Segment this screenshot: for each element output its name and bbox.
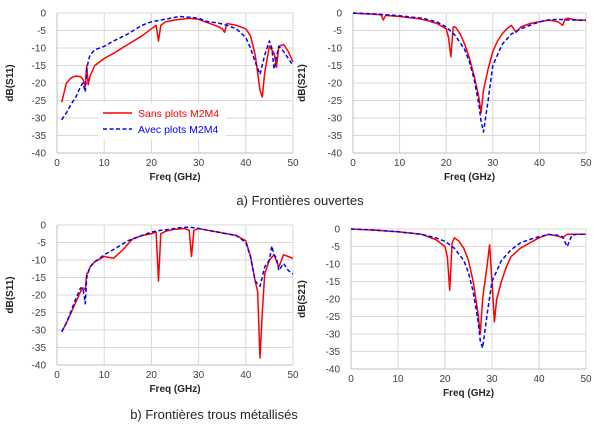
y-tick-label: -25 [328, 96, 343, 107]
x-tick-label: 10 [99, 370, 111, 381]
x-tick-label: 20 [146, 370, 158, 381]
chart-s21-open-boundaries: 0 -5 -10 -15 -20 -25 -30 -35 -40 0 10 20 30 40 50 Freq … [297, 9, 592, 184]
chart-s11-open-boundaries: 0 -5 -10 -15 -20 -25 -30 -35 -40 0 10 20 30 40 50 Freq … [5, 9, 299, 184]
x-tick-label: 40 [534, 158, 546, 169]
y-axis-title: dB(S11) [5, 276, 16, 313]
x-tick-label: 20 [439, 374, 451, 385]
legend-label-avec: Avec plots M2M4 [138, 124, 218, 136]
y-tick-label: -30 [326, 330, 341, 341]
y-tick-label: -10 [328, 44, 343, 55]
y-tick-label: -35 [326, 347, 341, 358]
x-axis-title: Freq (GHz) [149, 384, 200, 395]
y-tick-label: -35 [32, 343, 47, 354]
y-tick-label: 0 [334, 225, 340, 236]
x-tick-label: 30 [486, 374, 498, 385]
series-line-avec-plots [61, 226, 294, 333]
y-tick-label: -20 [328, 79, 343, 90]
x-tick-label: 30 [193, 158, 205, 169]
series-line-avec-plots [352, 12, 587, 133]
y-tick-label: -35 [328, 131, 343, 142]
y-tick-label: -25 [32, 96, 47, 107]
y-tick-label: -40 [32, 149, 47, 160]
x-tick-label: 20 [146, 158, 158, 169]
y-tick-label: -40 [326, 365, 341, 376]
y-axis-title: dB(S21) [297, 64, 308, 102]
x-tick-label: 10 [394, 158, 406, 169]
y-tick-label: -15 [328, 61, 343, 72]
y-tick-label: -15 [326, 277, 341, 288]
legend-label-sans: Sans plots M2M4 [138, 108, 219, 120]
y-tick-label: -10 [32, 256, 47, 267]
x-tick-label: 50 [287, 370, 299, 381]
caption-top: a) Frontières ouvertes [236, 193, 364, 208]
y-tick-label: -40 [328, 149, 343, 160]
y-tick-label: -5 [331, 242, 340, 253]
y-axis-title: dB(S11) [5, 64, 16, 101]
y-tick-label: -20 [326, 295, 341, 306]
chart-s21-metallized-holes: 0 -5 -10 -15 -20 -25 -30 -35 -40 0 10 20 30 40 50 Freq … [297, 225, 592, 400]
x-tick-label: 40 [240, 158, 252, 169]
x-axis-title: Freq (GHz) [149, 172, 200, 183]
y-tick-label: -25 [32, 308, 47, 319]
y-tick-label: -15 [32, 61, 47, 72]
x-tick-label: 50 [580, 158, 592, 169]
y-tick-label: -35 [32, 131, 47, 142]
y-tick-label: 0 [40, 221, 46, 232]
x-tick-label: 50 [580, 374, 592, 385]
x-tick-label: 30 [487, 158, 499, 169]
y-tick-label: -10 [326, 260, 341, 271]
series-line-avec-plots [61, 15, 294, 121]
y-tick-label: -40 [32, 361, 47, 372]
y-tick-label: -20 [32, 79, 47, 90]
x-tick-label: 20 [441, 158, 453, 169]
x-tick-label: 0 [54, 370, 60, 381]
legend-box [98, 103, 226, 139]
y-tick-label: -30 [32, 326, 47, 337]
y-tick-label: -20 [32, 291, 47, 302]
x-tick-label: 10 [99, 158, 111, 169]
y-tick-label: 0 [40, 9, 46, 20]
series-line-avec-plots [350, 228, 586, 349]
x-tick-label: 0 [350, 158, 356, 169]
y-tick-label: -30 [328, 114, 343, 125]
series-line-sans-plots [61, 227, 294, 359]
y-tick-label: -10 [32, 44, 47, 55]
y-tick-label: -15 [32, 273, 47, 284]
y-tick-label: -5 [333, 26, 342, 37]
y-tick-label: -30 [32, 114, 47, 125]
x-tick-label: 50 [287, 158, 299, 169]
x-axis-title: Freq (GHz) [444, 172, 495, 183]
x-axis-title: Freq (GHz) [443, 388, 494, 399]
x-tick-label: 0 [348, 374, 354, 385]
caption-bottom: b) Frontières trous métallisés [130, 407, 298, 422]
y-axis-title: dB(S21) [297, 280, 308, 318]
x-tick-label: 30 [193, 370, 205, 381]
x-tick-label: 0 [54, 158, 60, 169]
x-tick-label: 10 [392, 374, 404, 385]
y-tick-label: -5 [37, 238, 46, 249]
chart-s11-metallized-holes: 0 -5 -10 -15 -20 -25 -30 -35 -40 0 10 20 30 40 50 Freq … [5, 221, 299, 396]
y-tick-label: -5 [37, 26, 46, 37]
x-tick-label: 40 [533, 374, 545, 385]
legend: Sans plots M2M4 Avec plots M2M4 [98, 103, 226, 139]
x-tick-label: 40 [240, 370, 252, 381]
y-tick-label: -25 [326, 312, 341, 323]
y-tick-label: 0 [336, 9, 342, 20]
